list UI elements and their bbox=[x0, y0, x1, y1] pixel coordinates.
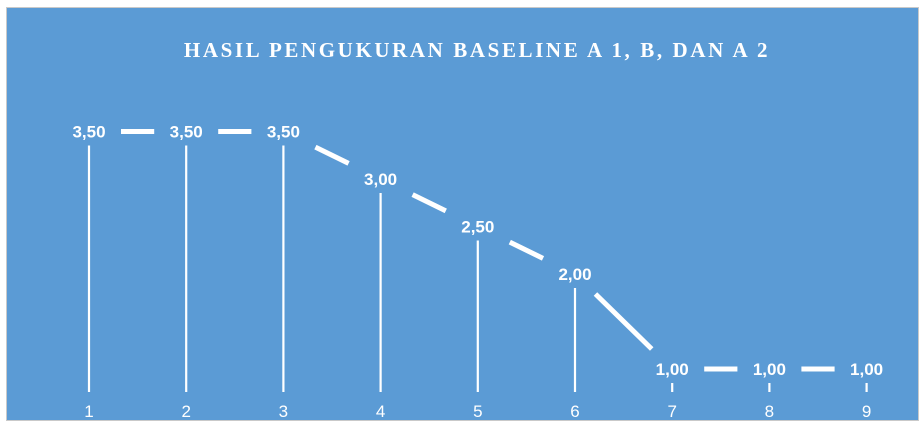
line-segment-3-4 bbox=[314, 144, 350, 166]
x-tick-label-1: 1 bbox=[84, 402, 93, 421]
data-label-7: 1,00 bbox=[656, 360, 689, 379]
x-tick-label-8: 8 bbox=[765, 402, 774, 421]
x-tick-label-7: 7 bbox=[667, 402, 676, 421]
data-labels: 3,50 3,50 3,50 3,00 2,50 2,00 1,00 1,00 1,00 bbox=[72, 123, 883, 380]
data-label-2: 3,50 bbox=[170, 123, 203, 142]
data-label-9: 1,00 bbox=[850, 360, 883, 379]
data-label-6: 2,00 bbox=[558, 265, 591, 284]
x-tick-label-6: 6 bbox=[570, 402, 579, 421]
x-tick-label-9: 9 bbox=[862, 402, 871, 421]
x-tick-label-4: 4 bbox=[376, 402, 385, 421]
chart-title: HASIL PENGUKURAN BASELINE A 1, B, DAN A … bbox=[184, 38, 770, 62]
drop-lines bbox=[87, 145, 868, 392]
chart-background bbox=[7, 8, 918, 420]
data-label-4: 3,00 bbox=[364, 170, 397, 189]
data-label-1: 3,50 bbox=[72, 123, 105, 142]
line-segment-6-7 bbox=[593, 292, 654, 351]
x-tick-label-2: 2 bbox=[181, 402, 190, 421]
data-label-5: 2,50 bbox=[461, 218, 494, 237]
data-label-8: 1,00 bbox=[753, 360, 786, 379]
data-label-3: 3,50 bbox=[267, 123, 300, 142]
line-segment-4-5 bbox=[411, 192, 447, 214]
line-segment-5-6 bbox=[508, 239, 545, 261]
series-line bbox=[121, 129, 835, 372]
baseline-line-chart: HASIL PENGUKURAN BASELINE A 1, B, DAN A … bbox=[7, 8, 918, 421]
x-axis-ticks: 1 2 3 4 5 6 7 8 9 bbox=[84, 402, 871, 421]
x-tick-label-3: 3 bbox=[279, 402, 288, 421]
x-tick-label-5: 5 bbox=[473, 402, 482, 421]
chart-frame: HASIL PENGUKURAN BASELINE A 1, B, DAN A … bbox=[6, 7, 919, 421]
